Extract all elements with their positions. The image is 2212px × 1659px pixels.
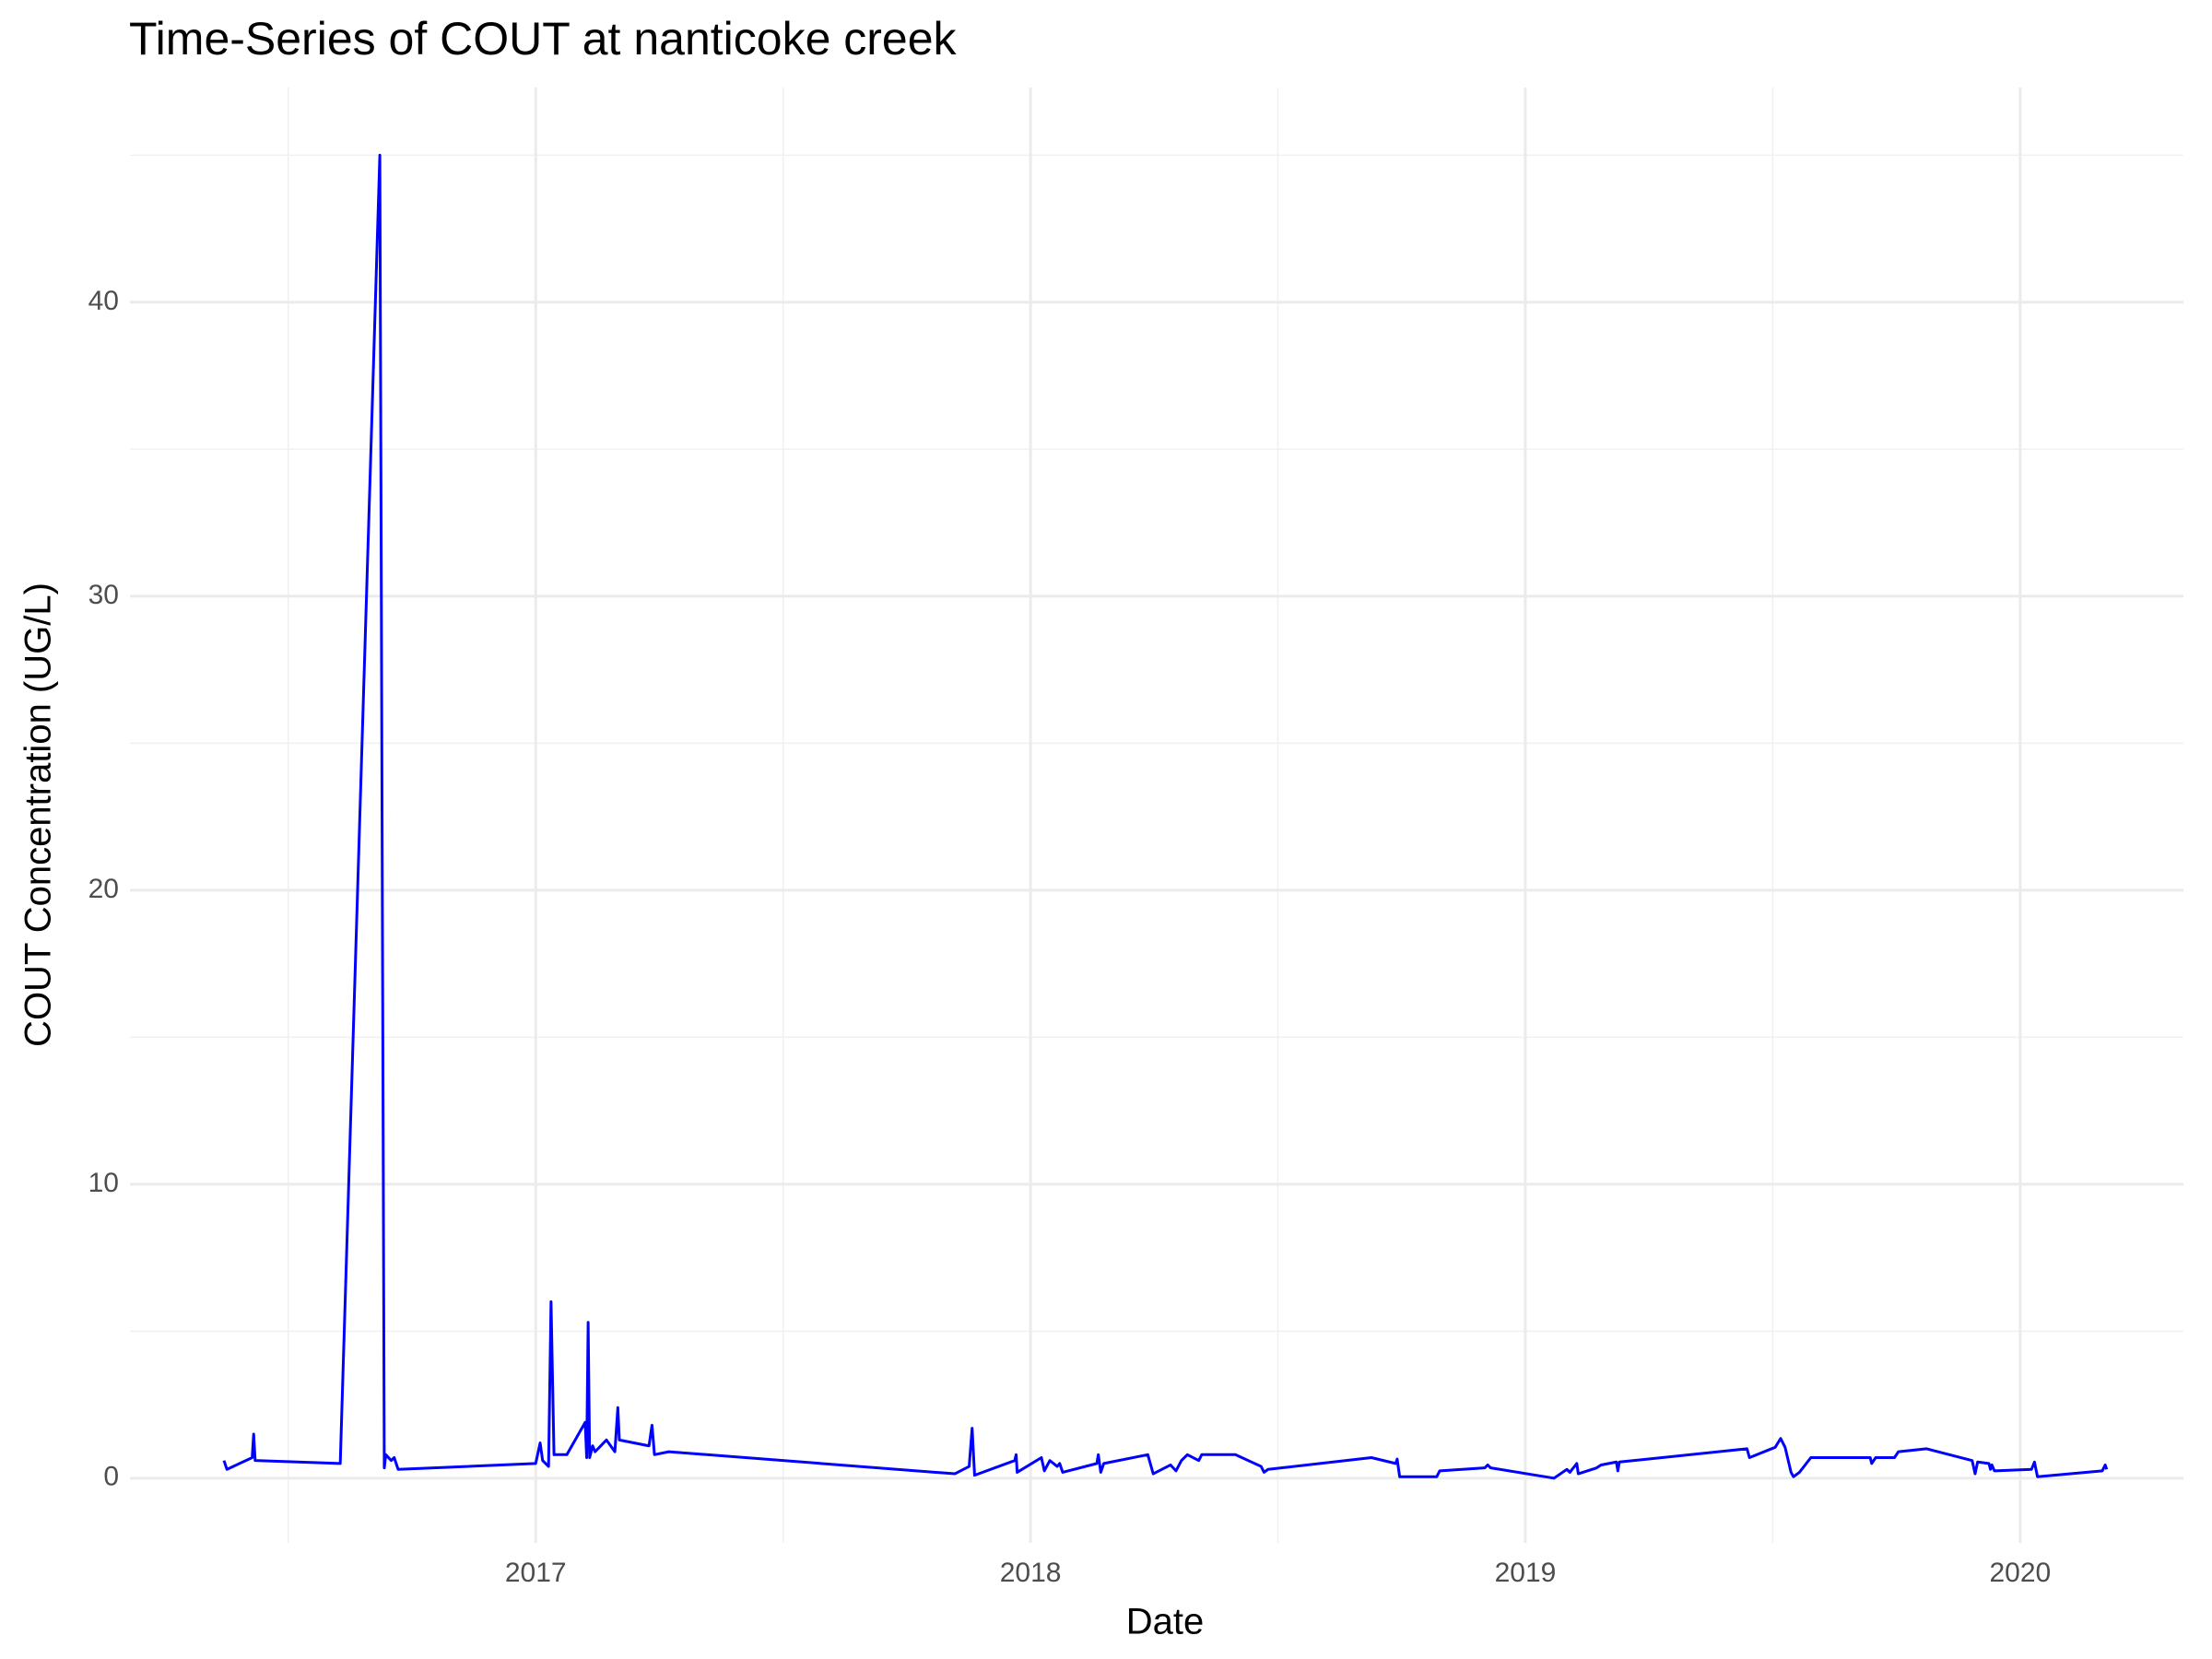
chart-title: Time-Series of COUT at nanticoke creek	[129, 13, 958, 65]
y-tick-label: 20	[88, 874, 119, 904]
x-tick-label: 2020	[1989, 1558, 2051, 1588]
data-line	[222, 153, 2109, 1480]
x-tick-label: 2017	[505, 1558, 567, 1588]
x-tick-label: 2018	[1000, 1558, 1062, 1588]
y-tick-label: 30	[88, 580, 119, 610]
y-axis-title: COUT Concentration (UG/L)	[18, 582, 59, 1047]
y-tick-label: 40	[88, 286, 119, 316]
y-tick-label: 0	[103, 1462, 119, 1492]
x-axis-title: Date	[1126, 1602, 1205, 1642]
y-tick-label: 10	[88, 1168, 119, 1198]
x-tick-label: 2019	[1495, 1558, 1557, 1588]
